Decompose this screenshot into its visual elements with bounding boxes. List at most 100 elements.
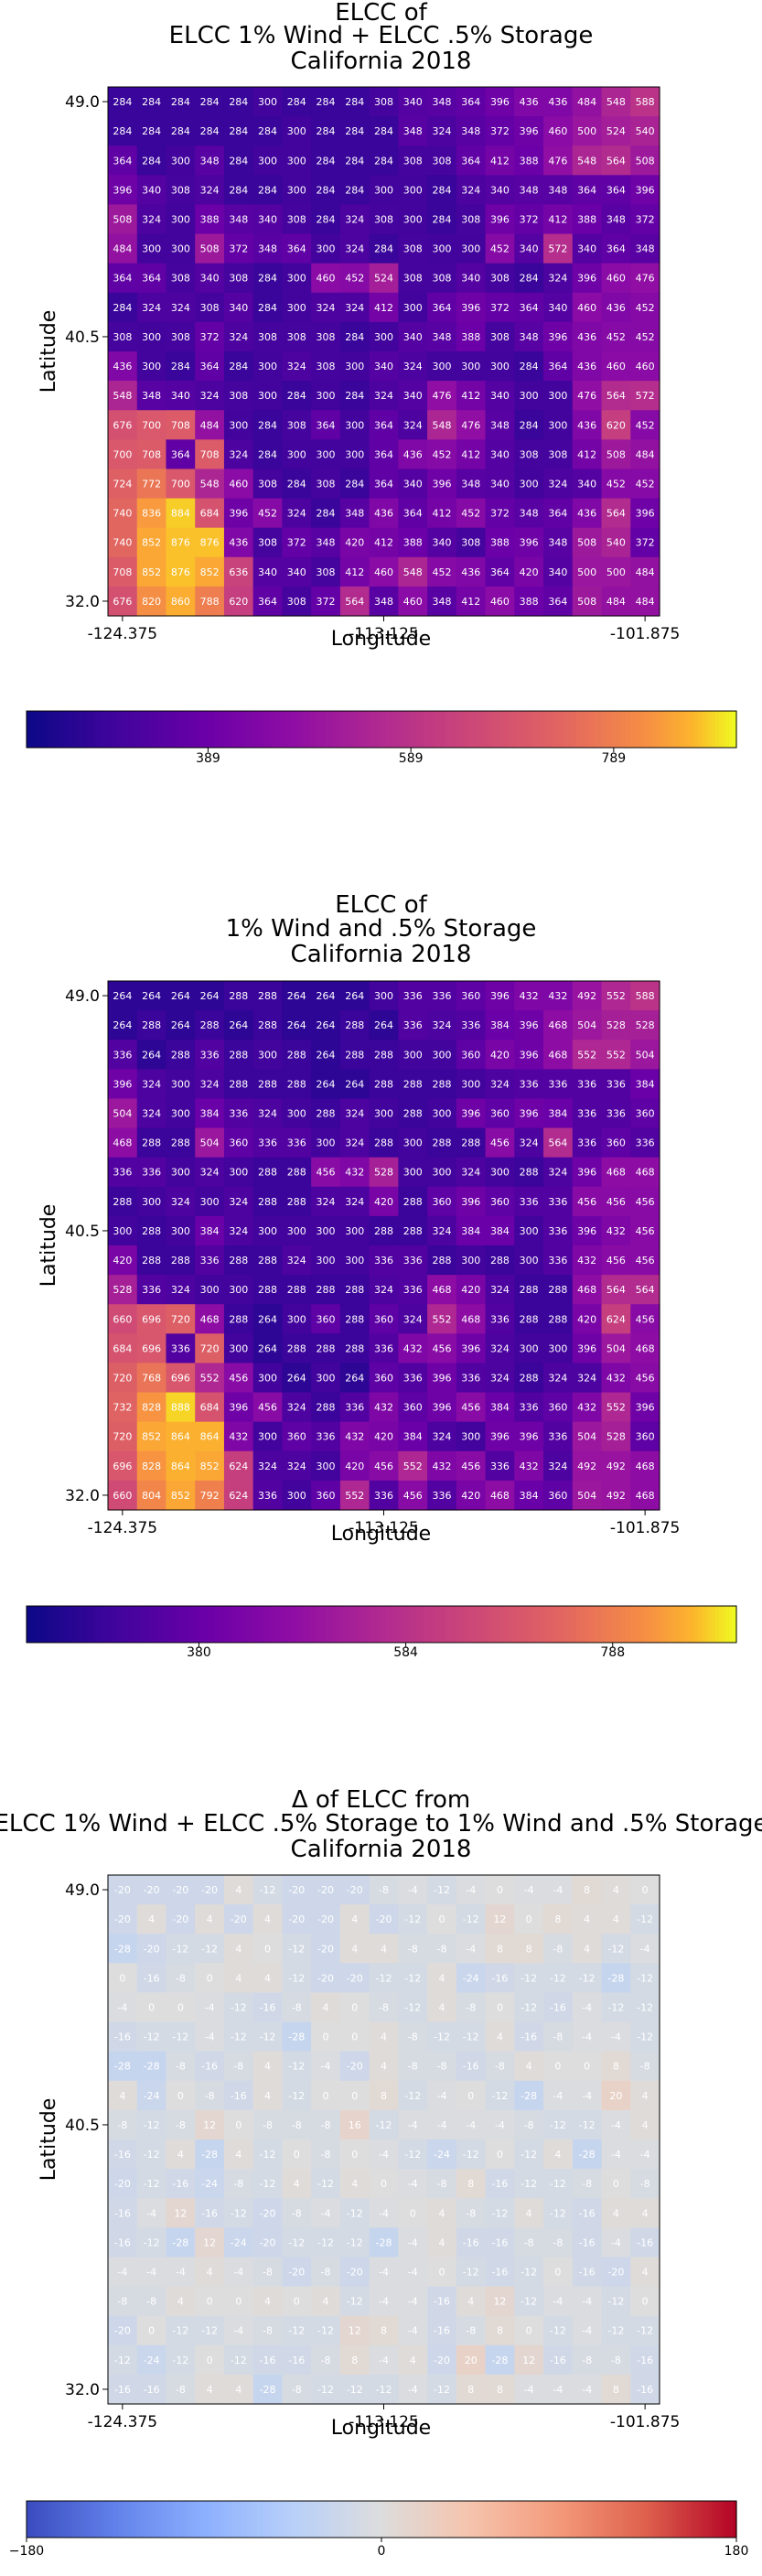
cell-value-label: 284: [171, 125, 190, 137]
heatmap-cell: [630, 498, 660, 529]
heatmap-cell: [398, 1904, 428, 1935]
cell-value-label: 308: [374, 96, 393, 108]
cell-value-label: -16: [579, 2236, 596, 2248]
cell-value-label: 508: [636, 155, 655, 167]
heatmap-cell: [543, 498, 574, 529]
cell-value-label: 300: [258, 1431, 277, 1443]
heatmap-cell: [485, 1275, 515, 1305]
heatmap-cell: [572, 1040, 603, 1070]
colorbar-segment: [576, 1606, 581, 1643]
cell-value-label: 372: [287, 537, 306, 549]
colorbar-segment: [704, 711, 709, 748]
cell-value-label: 412: [548, 214, 567, 226]
heatmap-cell: [601, 2169, 631, 2199]
colorbar-segment: [682, 2501, 688, 2538]
heatmap-cell: [339, 1333, 370, 1364]
cell-value-label: 4: [119, 2090, 125, 2102]
heatmap-cell: [369, 2051, 399, 2082]
cell-value-label: 364: [258, 596, 277, 608]
cell-value-label: -20: [288, 1884, 305, 1896]
heatmap-cell: [252, 586, 284, 617]
cell-value-label: 372: [636, 214, 655, 226]
colorbar-segment: [516, 2501, 521, 2538]
heatmap-cell: [108, 556, 138, 587]
heatmap-cell: [195, 87, 225, 117]
cell-value-label: 852: [171, 1490, 190, 1502]
colorbar-segment: [520, 711, 524, 748]
colorbar-segment: [491, 2501, 496, 2538]
cell-value-label: 620: [229, 596, 248, 608]
heatmap-cell: [514, 263, 544, 294]
heatmap-cell: [601, 2139, 631, 2170]
colorbar-segment: [537, 1606, 542, 1643]
colorbar-segment: [495, 711, 499, 748]
cell-value-label: -12: [376, 2384, 392, 2396]
cell-value-label: 432: [548, 990, 567, 1002]
cell-value-label: 396: [548, 331, 567, 343]
colorbar-segment: [722, 711, 726, 748]
cell-value-label: -8: [408, 2061, 418, 2073]
colorbar-segment: [104, 1606, 109, 1643]
cell-value-label: -4: [611, 2149, 621, 2161]
heatmap-cell: [398, 981, 428, 1011]
heatmap-cell: [398, 381, 428, 411]
colorbar-segment: [413, 1606, 418, 1643]
cell-value-label: 436: [548, 96, 567, 108]
cell-value-label: 348: [490, 419, 510, 431]
cell-value-label: 300: [520, 479, 539, 490]
heatmap-cell: [195, 527, 225, 558]
heatmap-cell: [427, 263, 457, 294]
colorbar-segment: [72, 2501, 77, 2538]
heatmap-cell: [311, 1450, 341, 1482]
cell-value-label: 8: [497, 2325, 503, 2337]
heatmap-cell: [252, 146, 284, 176]
heatmap-cell: [369, 586, 399, 617]
cell-value-label: 340: [432, 537, 451, 549]
heatmap-cell: [223, 498, 254, 529]
x-tick-label: -113.125: [349, 1519, 418, 1537]
heatmap-cell: [339, 116, 370, 146]
heatmap-cell: [223, 292, 254, 323]
heatmap-cell: [630, 586, 660, 617]
heatmap-cell: [195, 175, 225, 206]
cell-value-label: 284: [258, 419, 277, 431]
colorbar-segment: [410, 711, 414, 748]
cell-value-label: 412: [461, 596, 480, 608]
heatmap-cell: [601, 1304, 631, 1334]
heatmap-cell: [514, 1069, 544, 1100]
heatmap-cell: [485, 981, 515, 1011]
cell-value-label: 20: [609, 2090, 622, 2102]
colorbar-segment: [544, 1606, 549, 1643]
heatmap-cell: [543, 2021, 574, 2053]
cell-value-label: 340: [374, 361, 393, 372]
heatmap-cell: [339, 1245, 370, 1276]
cell-value-label: 284: [317, 125, 336, 137]
heatmap-cell: [572, 439, 603, 470]
cell-value-label: 324: [374, 1284, 393, 1296]
heatmap-cell: [398, 1040, 428, 1070]
colorbar-segment: [363, 711, 369, 748]
colorbar-segment: [640, 2501, 645, 2538]
chart-title-line-2: ELCC 1% Wind + ELCC .5% Storage to 1% Wi…: [0, 1810, 762, 1838]
heatmap-cell: [601, 1904, 631, 1935]
colorbar-segment: [317, 1606, 322, 1643]
heatmap-cell: [166, 556, 196, 587]
heatmap-cell: [543, 204, 574, 235]
heatmap-cell: [136, 321, 167, 352]
cell-value-label: -8: [146, 2296, 156, 2308]
colorbar-segment: [626, 711, 631, 748]
colorbar-segment: [729, 1606, 734, 1643]
heatmap-cell: [108, 321, 138, 352]
cell-value-label: -12: [404, 1913, 421, 1925]
heatmap-cell: [282, 1480, 312, 1511]
colorbar-segment: [584, 1606, 588, 1643]
cell-value-label: 288: [490, 1255, 510, 1266]
heatmap-cell: [311, 1304, 341, 1334]
colorbar-segment: [299, 711, 305, 748]
heatmap-cell: [601, 1934, 631, 1964]
colorbar-segment: [729, 711, 734, 748]
cell-value-label: 12: [522, 2355, 535, 2366]
heatmap-cell: [427, 556, 457, 587]
heatmap-cell: [339, 1480, 370, 1511]
cell-value-label: 348: [432, 96, 451, 108]
